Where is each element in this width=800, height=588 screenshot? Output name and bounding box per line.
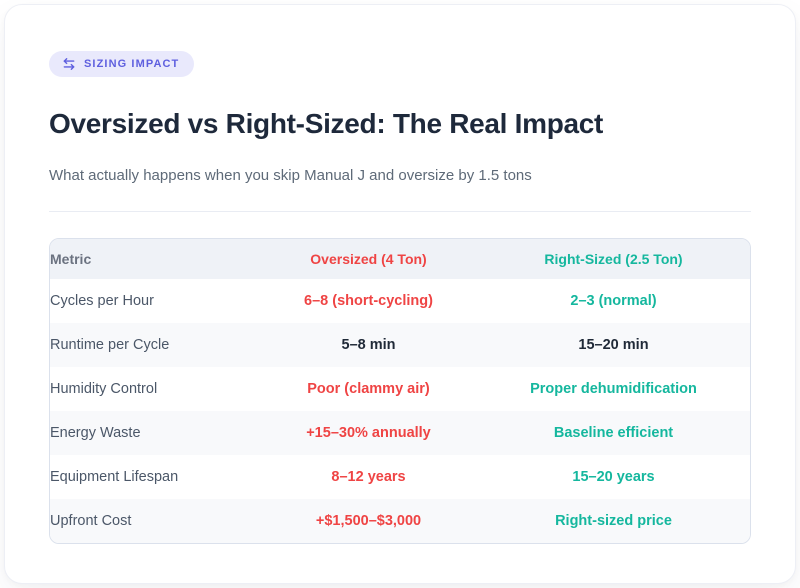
sizing-impact-badge: SIZING IMPACT [49,51,195,77]
right-sized-value: Baseline efficient [553,425,674,441]
badge-label: SIZING IMPACT [84,57,180,70]
table-row: Runtime per Cycle 5–8 min 15–20 min [50,323,750,367]
oversized-value: +15–30% annually [306,425,431,441]
metric-label: Energy Waste [50,425,141,441]
table-row: Humidity Control Poor (clammy air) Prope… [50,367,750,411]
column-header-right-sized: Right-Sized (2.5 Ton) [477,239,750,279]
comparison-table-body: Cycles per Hour 6–8 (short-cycling) 2–3 … [50,279,750,543]
right-sized-value: Proper dehumidification [530,381,697,397]
comparison-table-container: Metric Oversized (4 Ton) Right-Sized (2.… [49,238,751,544]
metric-label: Cycles per Hour [50,293,154,309]
swap-arrows-icon [62,57,76,71]
metric-label: Equipment Lifespan [50,469,179,485]
right-sized-value: 15–20 min [578,337,649,353]
header-row: Metric Oversized (4 Ton) Right-Sized (2.… [50,239,750,279]
oversized-value: Poor (clammy air) [307,381,430,397]
table-row: Cycles per Hour 6–8 (short-cycling) 2–3 … [50,279,750,323]
metric-label: Humidity Control [50,381,158,397]
oversized-value: +$1,500–$3,000 [315,513,422,529]
right-sized-value: Right-sized price [555,513,672,529]
column-header-oversized: Oversized (4 Ton) [260,239,477,279]
impact-card: SIZING IMPACT Oversized vs Right-Sized: … [4,4,796,584]
page-subtitle: What actually happens when you skip Manu… [49,167,532,184]
right-sized-value: 2–3 (normal) [570,293,657,309]
divider [49,211,751,212]
table-row: Equipment Lifespan 8–12 years 15–20 year… [50,455,750,499]
oversized-value: 5–8 min [341,337,396,353]
oversized-value: 8–12 years [331,469,406,485]
comparison-table: Metric Oversized (4 Ton) Right-Sized (2.… [50,239,750,543]
column-header-metric: Metric [50,239,260,279]
oversized-value: 6–8 (short-cycling) [304,293,433,309]
metric-label: Upfront Cost [50,513,132,529]
page-title: Oversized vs Right-Sized: The Real Impac… [49,108,604,139]
right-sized-value: 15–20 years [572,469,655,485]
table-header: Metric Oversized (4 Ton) Right-Sized (2.… [50,239,750,279]
table-row: Energy Waste +15–30% annually Baseline e… [50,411,750,455]
table-row: Upfront Cost +$1,500–$3,000 Right-sized … [50,499,750,543]
metric-label: Runtime per Cycle [50,337,170,353]
